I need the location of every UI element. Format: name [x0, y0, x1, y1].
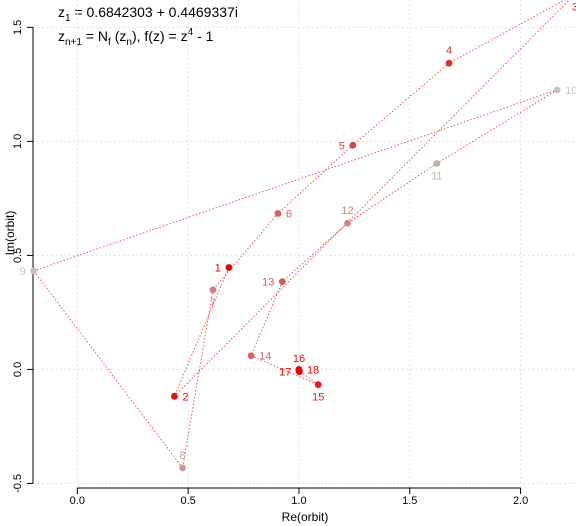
y-tick-label-4: 1.5: [12, 20, 24, 35]
orbit-point-label-10: 10: [565, 85, 576, 97]
x-tick-label-3: 1.5: [402, 495, 417, 507]
orbit-point-1: [225, 264, 233, 271]
orbit-segment-10-11: [436, 89, 558, 164]
grid-lines: [33, 0, 576, 488]
orbit-segment-14-15: [250, 355, 319, 386]
orbit-point-label-6: 6: [286, 208, 292, 220]
orbit-point-label-11: 11: [431, 171, 442, 183]
orbit-segment-11-12: [347, 163, 438, 224]
orbit-point-6: [274, 210, 282, 217]
orbit-point-label-5: 5: [339, 140, 345, 152]
orbit-point-8: [179, 464, 187, 472]
orbit-point-label-15: 15: [312, 392, 324, 404]
orbit-point-label-7: 7: [210, 297, 216, 309]
orbit-point-label-16: 16: [293, 353, 305, 365]
x-tick-label-4: 2.0: [513, 495, 528, 507]
orbit-point-label-12: 12: [341, 205, 353, 217]
orbit-segment-12-13: [282, 222, 348, 282]
x-tick-label-2: 1.0: [291, 495, 306, 507]
orbit-point-2: [171, 392, 178, 400]
orbit-points: [30, 59, 561, 472]
orbit-point-label-8: 8: [180, 450, 186, 462]
orbit-point-label-13: 13: [262, 277, 274, 289]
orbit-point-12: [344, 219, 351, 227]
orbit-point-13: [278, 278, 286, 286]
orbit-point-label-17: 17: [279, 367, 291, 379]
y-tick-label-0: -0.5: [12, 474, 24, 493]
header-line-2: zn+1 = Nf (zn), f(z) = z4 - 1: [58, 27, 214, 48]
orbit-segment-13-14: [250, 281, 283, 356]
orbit-point-14: [247, 352, 255, 360]
axes: 0.0 0.5 1.0 1.5 2.0 -0.5 0.0 0.5 1.0 1.5: [12, 20, 528, 507]
orbit-point-15: [314, 381, 322, 389]
y-tick-label-2: 0.5: [12, 248, 24, 263]
orbit-point-label-9: 9: [20, 266, 26, 278]
orbit-point-label-4: 4: [446, 45, 452, 57]
orbit-segment-5-6: [277, 144, 354, 214]
orbit-point-label-2: 2: [182, 391, 188, 403]
orbit-point-label-18: 18: [307, 364, 319, 376]
orbit-segment-6-7: [212, 213, 279, 291]
orbit-point-11: [433, 160, 441, 167]
x-tick-label-0: 0.0: [70, 495, 85, 507]
orbit-segment-3-4: [448, 0, 566, 64]
orbit-point-9: [30, 267, 38, 275]
orbit-segment-2-3: [174, 0, 570, 397]
orbit-point-label-14: 14: [259, 351, 271, 363]
orbit-path: [33, 0, 570, 469]
orbit-segment-4-5: [352, 62, 450, 146]
x-axis-title: Re(orbit): [282, 510, 329, 524]
orbit-segment-8-9: [33, 270, 183, 469]
orbit-point-18: [295, 366, 303, 373]
orbit-point-label-1: 1: [215, 262, 221, 274]
y-axis-title: Im(orbit): [3, 211, 17, 256]
orbit-segment-15-16: [298, 370, 319, 386]
orbit-point-4: [445, 59, 453, 67]
orbit-segment-9-10: [33, 89, 558, 272]
y-tick-label-3: 1.0: [12, 134, 24, 149]
orbit-segment-7-8: [182, 289, 214, 469]
y-tick-label-1: 0.0: [12, 362, 24, 377]
header-line-1: z1 = 0.6842303 + 0.4469337i: [58, 4, 238, 24]
orbit-segment-1-2: [173, 267, 230, 397]
orbit-point-7: [209, 286, 217, 294]
orbit-point-5: [349, 141, 357, 149]
orbit-point-10: [553, 86, 561, 94]
orbit-point-label-3: 3: [572, 1, 576, 13]
x-tick-label-1: 0.5: [180, 495, 195, 507]
